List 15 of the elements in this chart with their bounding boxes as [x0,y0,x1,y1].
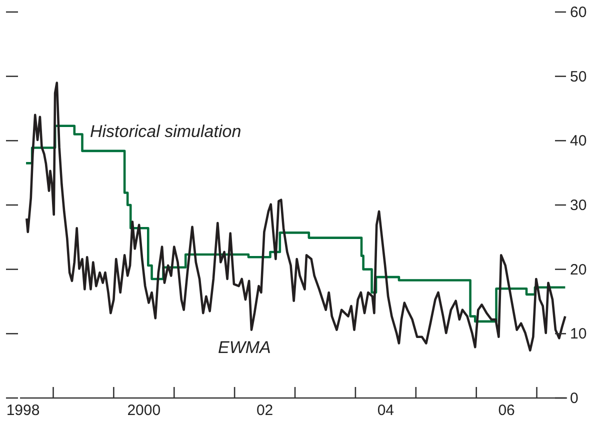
x-tick-label: 06 [498,402,515,419]
y-tick-label: 40 [570,132,587,150]
x-tick-label: 02 [256,402,274,419]
line-series [26,82,566,352]
y-tick-label: 30 [570,197,587,214]
y-tick-label: 0 [570,390,578,407]
x-tick-label: 2000 [127,402,161,419]
y-tick-label: 20 [570,261,587,278]
x-tick-label: 1998 [6,402,40,419]
series-label: Historical simulation [90,122,242,142]
x-tick-label: 04 [377,402,394,419]
series-label: EWMA [218,338,271,358]
y-tick-label: 10 [570,326,587,343]
y-tick-label: 60 [570,4,587,21]
y-tick-label: 50 [570,68,587,86]
